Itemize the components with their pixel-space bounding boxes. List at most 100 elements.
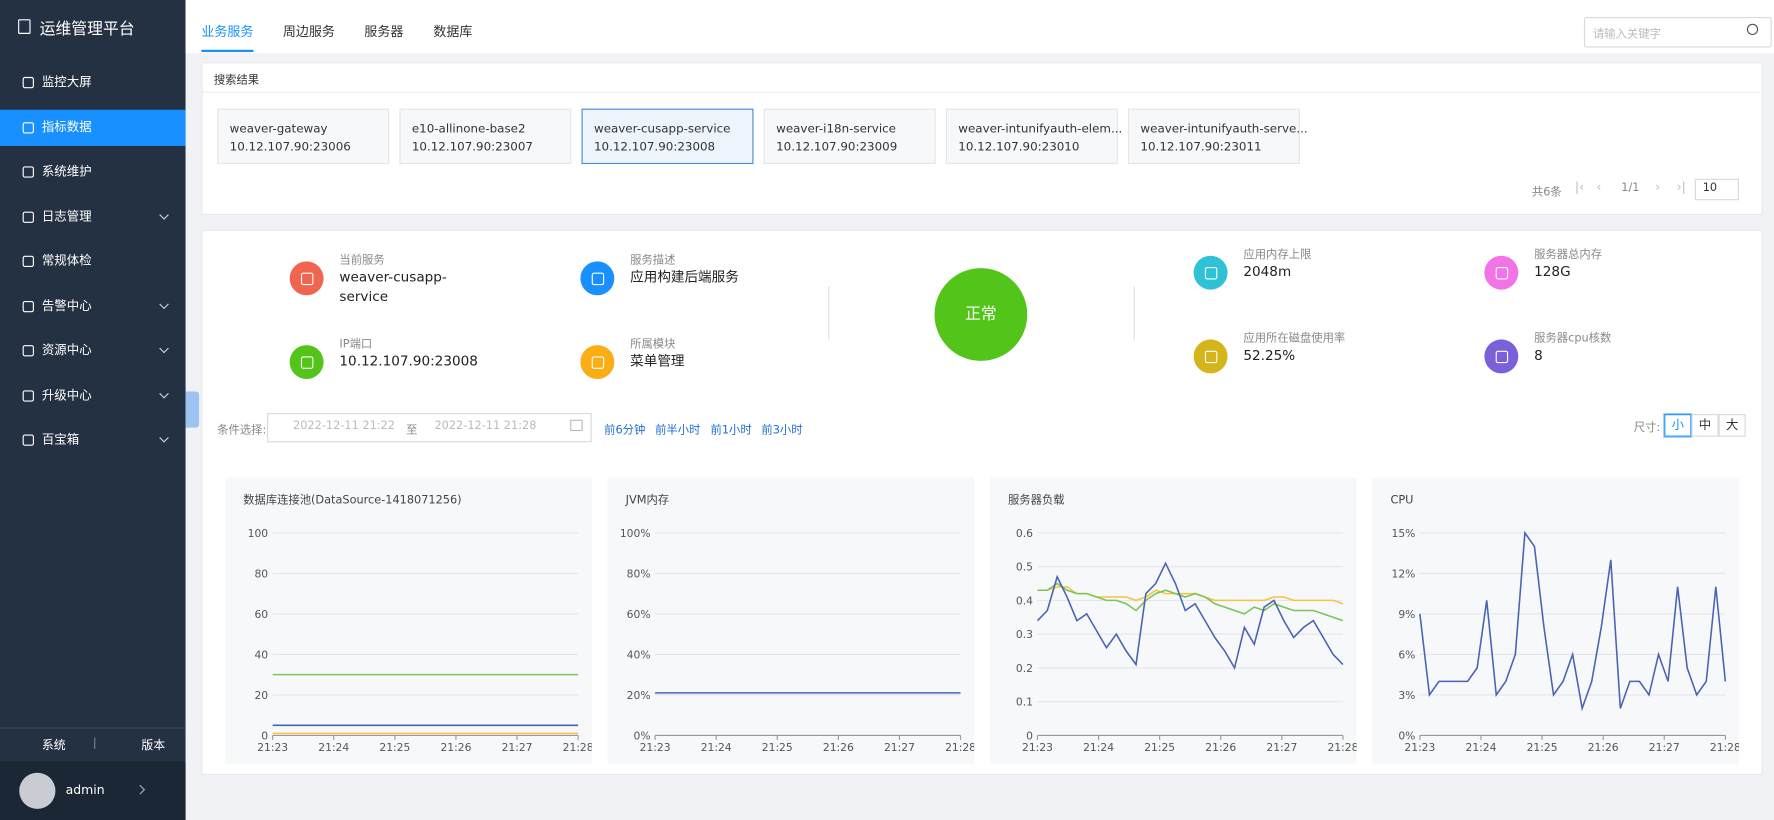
pager-next[interactable]: ›: [1655, 179, 1661, 195]
menu-item[interactable]: 百宝箱: [0, 422, 186, 458]
avatar: [19, 772, 56, 809]
y-tick-label: 0.2: [1016, 662, 1033, 675]
card-name: weaver-cusapp-service: [593, 122, 731, 136]
logo: [18, 19, 31, 34]
field-value: 52.25%: [1243, 347, 1296, 364]
menu-item[interactable]: 资源中心: [0, 333, 186, 369]
result-card[interactable]: weaver-cusapp-service 10.12.107.90:23008: [581, 108, 754, 165]
card-name: weaver-intunifyauth-serve...: [1140, 122, 1308, 136]
quick-range[interactable]: 前1小时: [710, 424, 752, 437]
glyph: [1495, 267, 1509, 280]
menu-icon: [22, 389, 34, 402]
pager-last[interactable]: ›|: [1676, 179, 1686, 195]
field-icon: [1484, 339, 1519, 374]
y-tick-label: 0.1: [1016, 696, 1033, 709]
pager-first[interactable]: |‹: [1574, 179, 1585, 195]
card-name: weaver-gateway: [229, 122, 328, 136]
results-title: 搜索结果: [213, 74, 260, 88]
card-addr: 10.12.107.90:23010: [958, 140, 1080, 154]
x-tick-label: 21:28: [1327, 741, 1356, 754]
menu-label: 监控大屏: [41, 74, 92, 90]
tab[interactable]: 数据库: [433, 23, 473, 40]
date-range[interactable]: [267, 412, 592, 443]
chart: CPU 0% 3% 6% 9% 12% 15% 21:23 21:24 21:25 21:26 21:…: [1372, 477, 1739, 764]
x-tick-label: 21:23: [257, 741, 288, 754]
field-value: 2048m: [1243, 263, 1292, 280]
glyph: [1495, 350, 1509, 364]
y-tick-label: 40: [254, 648, 268, 661]
glyph: [1204, 267, 1218, 280]
chart: JVM内存 0% 20% 40% 60% 80% 100% 21:23 21:24 21:25 21…: [607, 477, 975, 764]
x-tick-label: 21:26: [1588, 741, 1619, 754]
result-card[interactable]: weaver-intunifyauth-serve... 10.12.107.90…: [1127, 108, 1308, 165]
menu-item[interactable]: 指标数据: [0, 109, 186, 146]
search-icon[interactable]: [1746, 23, 1759, 36]
glyph: [591, 356, 605, 369]
status-badge: 正常: [934, 268, 1028, 361]
menu-item[interactable]: 告警中心: [0, 288, 186, 324]
quick-range[interactable]: 前3小时: [761, 424, 803, 437]
field-label: 当前服务: [339, 254, 385, 268]
size-button[interactable]: 小: [1664, 414, 1692, 437]
y-tick-label: 80%: [627, 567, 651, 580]
menu-label: 日志管理: [41, 208, 92, 224]
app-title: 运维管理平台: [39, 20, 135, 39]
date-sep: 至: [406, 424, 418, 437]
menu-item[interactable]: 系统维护: [0, 154, 186, 190]
date-start: 2022-12-11 21:22: [293, 419, 395, 433]
size-button[interactable]: 中: [1691, 414, 1719, 437]
page-size: 10: [1702, 182, 1718, 195]
chevron: [159, 388, 169, 398]
quick-range[interactable]: 前6分钟: [604, 424, 646, 437]
y-tick-label: 100: [248, 527, 269, 540]
pager-prev[interactable]: ‹: [1596, 179, 1602, 195]
series-line: [1419, 530, 1727, 712]
y-tick-label: 3%: [1398, 689, 1415, 702]
y-tick-label: 0.6: [1016, 527, 1033, 540]
y-tick-label: 0%: [634, 729, 651, 742]
chart-title: 数据库连接池(DataSource-1418071256): [243, 492, 461, 506]
y-tick-label: 0: [1026, 729, 1033, 742]
menu-item[interactable]: 监控大屏: [0, 64, 186, 100]
tab[interactable]: 服务器: [364, 23, 404, 40]
field-label: 服务器cpu核数: [1534, 332, 1612, 346]
y-tick-label: 20%: [627, 689, 651, 702]
y-tick-label: 9%: [1398, 608, 1415, 621]
x-tick-label: 21:26: [440, 741, 471, 754]
field-label: 服务描述: [630, 254, 676, 268]
page-size-select[interactable]: [1694, 178, 1739, 201]
menu-icon: [22, 255, 34, 268]
x-tick-label: 21:27: [1649, 741, 1680, 754]
x-tick-label: 21:23: [1022, 741, 1053, 754]
collapse-toggle[interactable]: [185, 391, 200, 428]
footer-link[interactable]: 系统: [41, 738, 66, 753]
card-name: e10-allinone-base2: [411, 122, 526, 136]
glyph: [300, 356, 314, 369]
result-card[interactable]: weaver-i18n-service 10.12.107.90:23009: [763, 108, 936, 165]
menu-icon: [22, 76, 34, 89]
x-tick-label: 21:27: [502, 741, 533, 754]
x-tick-label: 21:24: [1466, 741, 1497, 754]
menu-item[interactable]: 日志管理: [0, 199, 186, 235]
field-label: 所属模块: [630, 338, 676, 351]
divider: [0, 727, 186, 729]
menu-item[interactable]: 常规体检: [0, 243, 186, 279]
y-tick-label: 0.3: [1016, 628, 1033, 641]
search-input[interactable]: [1583, 16, 1772, 48]
field-value: weaver-cusapp-service: [339, 269, 447, 305]
menu-label: 资源中心: [41, 342, 92, 358]
y-tick-label: 0.5: [1016, 561, 1033, 574]
size-button[interactable]: 大: [1718, 414, 1746, 437]
result-card[interactable]: weaver-gateway 10.12.107.90:23006: [217, 108, 390, 165]
tab[interactable]: 业务服务: [201, 23, 254, 40]
chart-title: 服务器负载: [1008, 492, 1065, 506]
quick-range[interactable]: 前半小时: [655, 424, 701, 437]
result-card[interactable]: weaver-intunifyauth-elem... 10.12.107.90:…: [945, 108, 1122, 165]
tab[interactable]: 周边服务: [282, 23, 335, 40]
result-card[interactable]: e10-allinone-base2 10.12.107.90:23007: [399, 108, 572, 165]
field-value: 菜单管理: [630, 352, 685, 369]
menu-item[interactable]: 升级中心: [0, 377, 186, 413]
footer-link[interactable]: 版本: [141, 738, 166, 753]
card-name: weaver-i18n-service: [776, 122, 896, 136]
